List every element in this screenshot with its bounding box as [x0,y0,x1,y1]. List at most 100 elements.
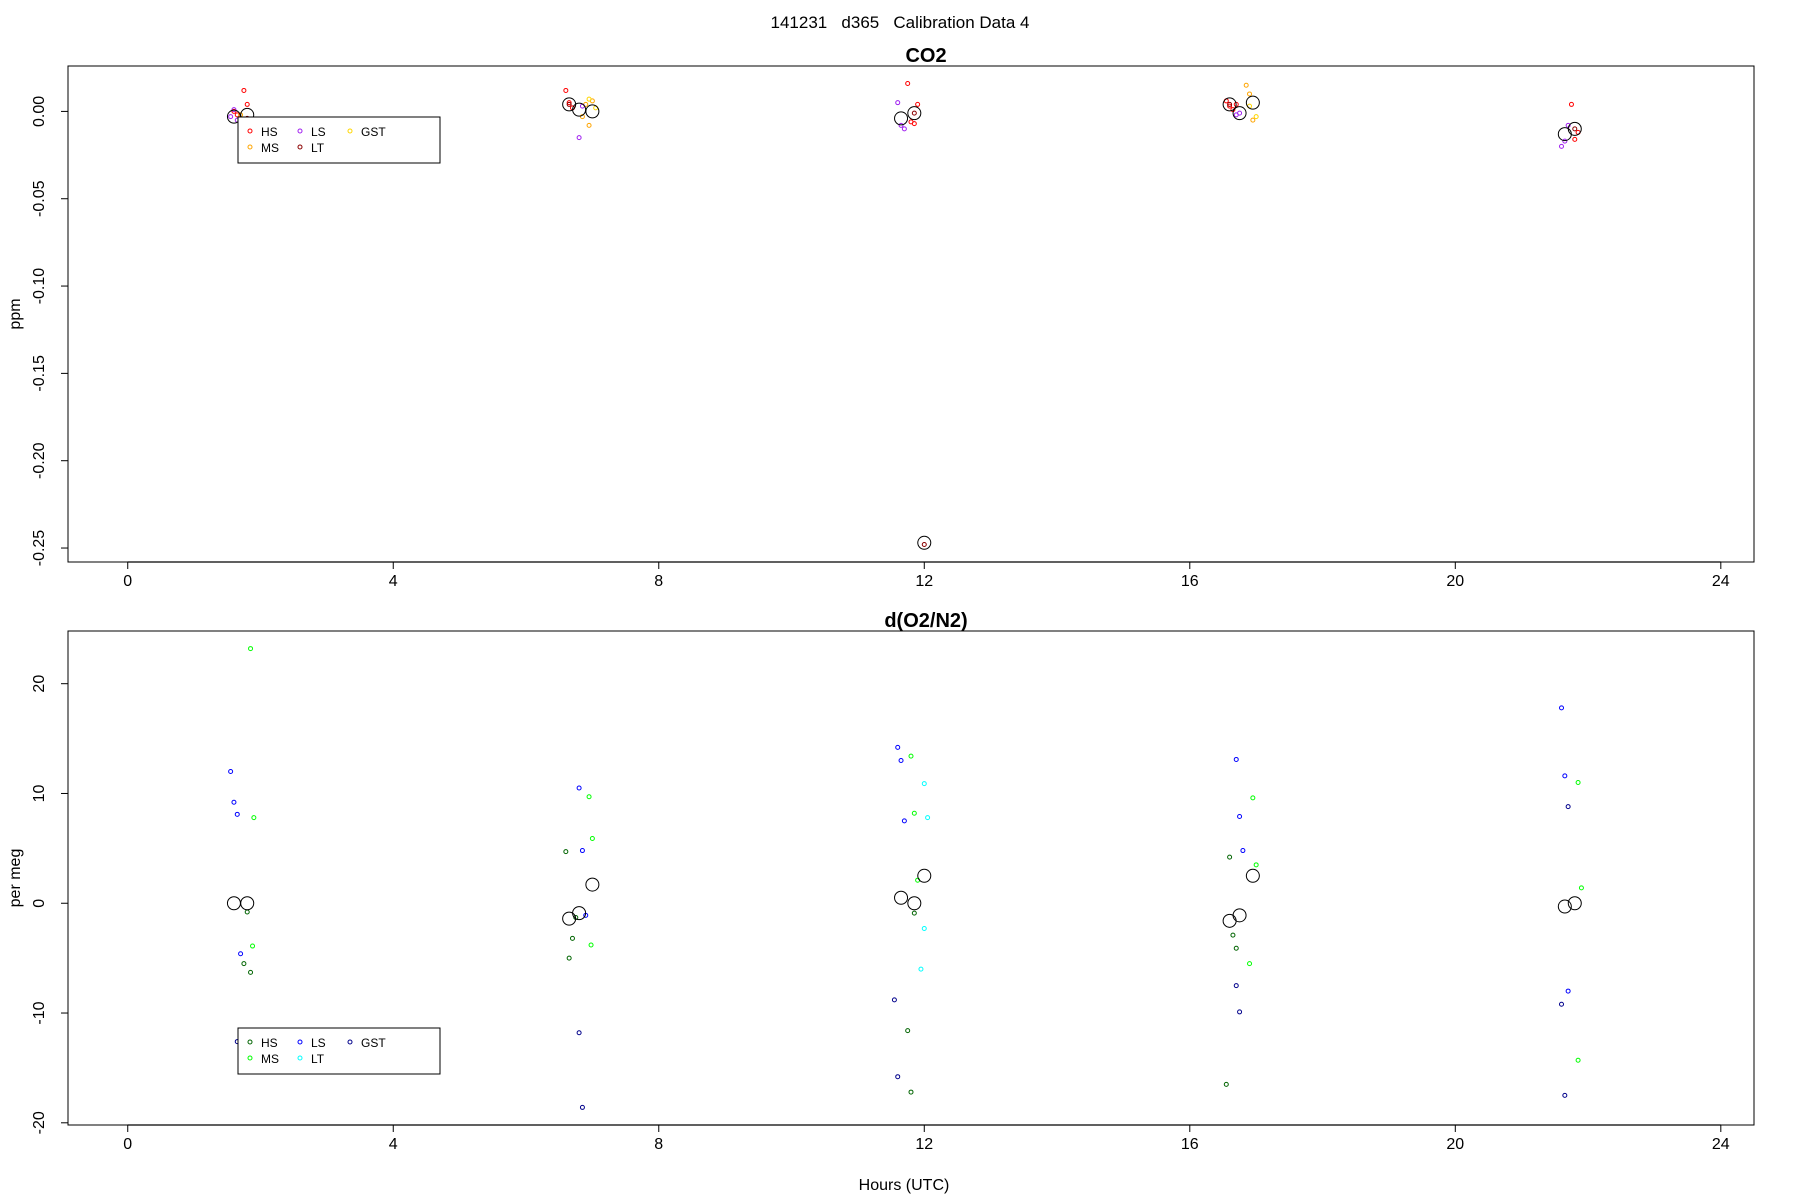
o2n2-point-gst [1559,1001,1565,1007]
co2-legend-marker [347,128,353,134]
o2n2-panel-title: d(O2/N2) [884,610,967,632]
co2-x-tick-label: 8 [654,573,663,590]
co2-y-axis-label: ppm [7,298,24,329]
o2n2-point-gst [1562,1092,1568,1098]
co2-legend-label: LS [311,125,326,139]
o2n2-point-ms [589,835,595,841]
o2n2-mean-marker [572,906,587,921]
co2-point-hs [234,112,240,118]
o2n2-point-ls [895,744,901,750]
o2n2-point-ls [238,951,244,957]
o2n2-point-ms [1575,779,1581,785]
o2n2-point-hs [241,961,247,967]
o2n2-legend-marker [297,1039,303,1045]
co2-point-hs [1572,136,1578,142]
co2-point-lt [911,110,917,116]
o2n2-point-ms [251,815,257,821]
co2-point-hs [1227,103,1233,109]
o2n2-point-ms [1578,885,1584,891]
co2-panel-title: CO2 [905,45,946,67]
co2-legend-label: LT [311,141,325,155]
o2n2-mean-marker [907,896,922,911]
o2n2-point-hs [563,849,569,855]
co2-x-tick-label: 12 [915,573,933,590]
o2n2-mean-marker [894,890,909,905]
o2n2-point-ms [911,810,917,816]
co2-point-lt [1572,126,1578,132]
co2-point-ms [586,122,592,128]
co2-point-ls [1562,138,1568,144]
figure-title: 141231 d365 Calibration Data 4 [771,13,1030,32]
o2n2-point-ls [234,811,240,817]
o2n2-point-lt [918,966,924,972]
co2-point-ms [1247,91,1253,97]
co2-legend-label: GST [361,125,386,139]
o2n2-point-ls [228,769,234,775]
co2-point-hs [241,87,247,93]
co2-point-ls [231,107,237,113]
o2n2-point-gst [895,1074,901,1080]
co2-point-ls [576,135,582,141]
o2n2-mean-marker [917,868,932,883]
o2n2-legend-label: MS [261,1052,279,1066]
co2-mean-marker [1232,106,1247,121]
o2n2-mean-marker [240,896,255,911]
co2-point-ms [579,114,585,120]
o2n2-point-gst [1237,1009,1243,1015]
co2-legend-marker [247,128,253,134]
co2-y-tick-label: -0.25 [31,530,48,567]
o2n2-legend-marker [247,1055,253,1061]
co2-y-tick-label: -0.15 [31,355,48,392]
co2-point-gst [1253,114,1259,120]
o2n2-point-ls [579,848,585,854]
o2n2-point-ls [1240,848,1246,854]
o2n2-point-ls [1562,773,1568,779]
co2-point-lt [1227,101,1233,107]
co2-point-ms [1250,117,1256,123]
o2n2-point-hs [1227,854,1233,860]
co2-x-tick-label: 20 [1446,573,1464,590]
o2n2-point-hs [911,910,917,916]
o2n2-point-gst [1233,983,1239,989]
co2-point-ls [895,100,901,106]
o2n2-x-tick-label: 4 [389,1136,398,1153]
o2n2-legend-box [237,1027,441,1075]
o2n2-x-tick-label: 16 [1181,1136,1199,1153]
co2-point-ls [228,114,234,120]
o2n2-y-tick-label: 0 [31,899,48,908]
co2-y-tick-label: -0.10 [31,268,48,305]
co2-point-hs [231,108,237,114]
o2n2-point-hs [244,909,250,915]
o2n2-legend-label: HS [261,1036,278,1050]
o2n2-panel: d(O2/N2) per meg 0 4 8 12 16 20 24 20 10 0 -10 -20 H… [7,610,1755,1153]
co2-y-tick-label: -0.20 [31,442,48,479]
o2n2-point-hs [1230,932,1236,938]
o2n2-point-gst [891,997,897,1003]
co2-legend-marker [297,144,303,150]
o2n2-point-hs [566,955,572,961]
co2-point-hs [915,101,921,107]
o2n2-legend-label: LT [311,1052,325,1066]
o2n2-y-tick-label: 10 [31,784,48,802]
co2-legend-label: HS [261,125,278,139]
o2n2-point-ms [1247,961,1253,967]
co2-y-tick-label: -0.05 [31,180,48,217]
o2n2-point-ms [588,942,594,948]
co2-x-tick-label: 24 [1712,573,1730,590]
co2-point-hs [563,87,569,93]
co2-point-hs [911,121,917,127]
o2n2-point-ls [1237,814,1243,820]
co2-mean-marker [572,102,587,117]
o2n2-legend-label: LS [311,1036,326,1050]
co2-legend-box [237,116,441,164]
o2n2-point-gst [579,1104,585,1110]
co2-panel: CO2 ppm 0 4 8 12 16 20 24 0.00 -0.05 -0.10 -0.15 -0… [7,45,1755,590]
co2-mean-marker [907,106,922,121]
o2n2-legend: HS MS LS LT GST [237,1027,441,1075]
o2n2-point-ls [1559,705,1565,711]
o2n2-point-ls [231,799,237,805]
co2-x-tick-label: 0 [123,573,132,590]
o2n2-point-hs [569,935,575,941]
o2n2-point-ms [1575,1057,1581,1063]
